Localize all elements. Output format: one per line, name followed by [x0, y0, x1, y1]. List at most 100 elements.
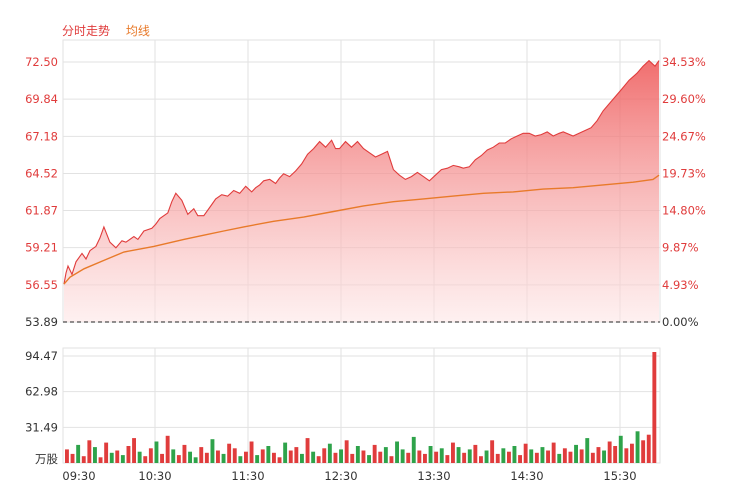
volume-bar: [283, 442, 288, 463]
volume-bar: [585, 438, 590, 463]
volume-bar: [406, 452, 411, 463]
volume-bar: [602, 450, 606, 463]
time-tick-label: 14:30: [510, 469, 543, 483]
volume-bar: [339, 449, 343, 463]
volume-bar: [579, 449, 584, 463]
volume-bar: [344, 440, 349, 463]
volume-bar: [590, 452, 595, 463]
volume-bar: [467, 449, 472, 463]
volume-bar: [137, 451, 142, 463]
avg-line: [63, 174, 660, 285]
volume-bar: [439, 448, 444, 463]
volume-bar: [490, 440, 495, 463]
volume-bar: [288, 450, 293, 463]
percent-tick-label: 19.73%: [662, 166, 706, 180]
volume-bar: [93, 447, 97, 463]
percent-tick-label: 9.87%: [662, 241, 699, 255]
volume-bar: [120, 455, 125, 463]
volume-bar: [383, 447, 388, 463]
volume-bar: [171, 449, 176, 463]
volume-bar: [568, 451, 573, 463]
volume-bar: [400, 449, 405, 463]
percent-tick-label: 4.93%: [662, 278, 699, 292]
price-area: [64, 60, 659, 322]
volume-bar: [495, 453, 500, 463]
volume-bar: [523, 443, 528, 463]
volume-bar: [367, 455, 371, 463]
volume-bar: [529, 449, 534, 463]
volume-bar: [115, 450, 120, 463]
volume-bar: [182, 444, 187, 463]
volume-bar: [557, 453, 562, 463]
volume-bar: [316, 456, 321, 463]
price-tick-label: 69.84: [25, 92, 58, 106]
volume-tick-label: 31.49: [25, 420, 58, 434]
volume-bar: [534, 452, 539, 463]
volume-bar: [81, 456, 86, 463]
price-tick-label: 67.18: [25, 129, 58, 143]
volume-bar: [417, 450, 422, 463]
percent-tick-label: 14.80%: [662, 204, 706, 218]
volume-bar: [305, 438, 310, 463]
volume-bar: [238, 456, 243, 463]
volume-bar: [148, 448, 153, 463]
volume-tick-label: 94.47: [25, 349, 58, 363]
price-tick-label: 72.50: [25, 55, 58, 69]
volume-bar: [327, 443, 332, 463]
volume-bar: [126, 446, 131, 463]
volume-bar: [618, 435, 623, 463]
legend-price-label: 分时走势: [62, 24, 111, 38]
volume-bar: [574, 444, 578, 463]
volume-bar: [546, 450, 550, 463]
price-tick-label: 56.55: [25, 278, 58, 292]
volume-bar: [562, 448, 567, 463]
volume-bar: [266, 446, 271, 463]
volume-bar: [389, 456, 394, 463]
time-tick-label: 12:30: [324, 469, 357, 483]
volume-bar: [322, 448, 327, 463]
volume-bar: [249, 441, 254, 463]
volume-bar: [199, 447, 204, 463]
volume-bar: [193, 457, 198, 463]
volume-bar: [518, 455, 522, 463]
volume-bar: [507, 451, 511, 463]
volume-bar: [596, 447, 601, 463]
volume-bar: [104, 442, 109, 463]
volume-bar: [160, 453, 164, 463]
volume-bar: [395, 441, 399, 463]
volume-bar: [551, 442, 556, 463]
volume-bar: [244, 451, 248, 463]
volume-bar: [204, 452, 209, 463]
volume-bar: [501, 448, 506, 463]
volume-bar: [646, 434, 651, 463]
volume-bar: [423, 453, 427, 463]
volume-bar: [355, 446, 360, 463]
percent-tick-label: 34.53%: [662, 55, 706, 69]
volume-bar: [445, 455, 450, 463]
volume-bar: [512, 446, 517, 463]
volume-tick-label: 62.98: [25, 385, 58, 399]
volume-bar: [350, 453, 355, 463]
volume-panel-frame: [62, 347, 661, 464]
volume-bar: [311, 451, 316, 463]
price-tick-label: 61.87: [25, 204, 58, 218]
volume-bar: [652, 352, 657, 463]
volume-bar: [260, 449, 265, 463]
volume-bar: [76, 444, 81, 463]
volume-bar: [70, 453, 75, 463]
volume-bar: [87, 440, 92, 463]
time-tick-label: 11:30: [231, 469, 264, 483]
price-line: [63, 59, 660, 285]
volume-bar: [277, 457, 282, 463]
volume-bar: [176, 455, 181, 463]
time-tick-label: 09:30: [62, 469, 95, 483]
volume-bar: [479, 456, 483, 463]
volume-bar: [165, 435, 170, 463]
volume-bar: [216, 450, 220, 463]
volume-bar: [272, 452, 276, 463]
volume-bar: [132, 438, 136, 463]
volume-bar: [607, 441, 612, 463]
chart-legend: 分时走势 均线: [62, 22, 150, 39]
volume-bar: [333, 452, 338, 463]
time-tick-label: 15:30: [603, 469, 636, 483]
